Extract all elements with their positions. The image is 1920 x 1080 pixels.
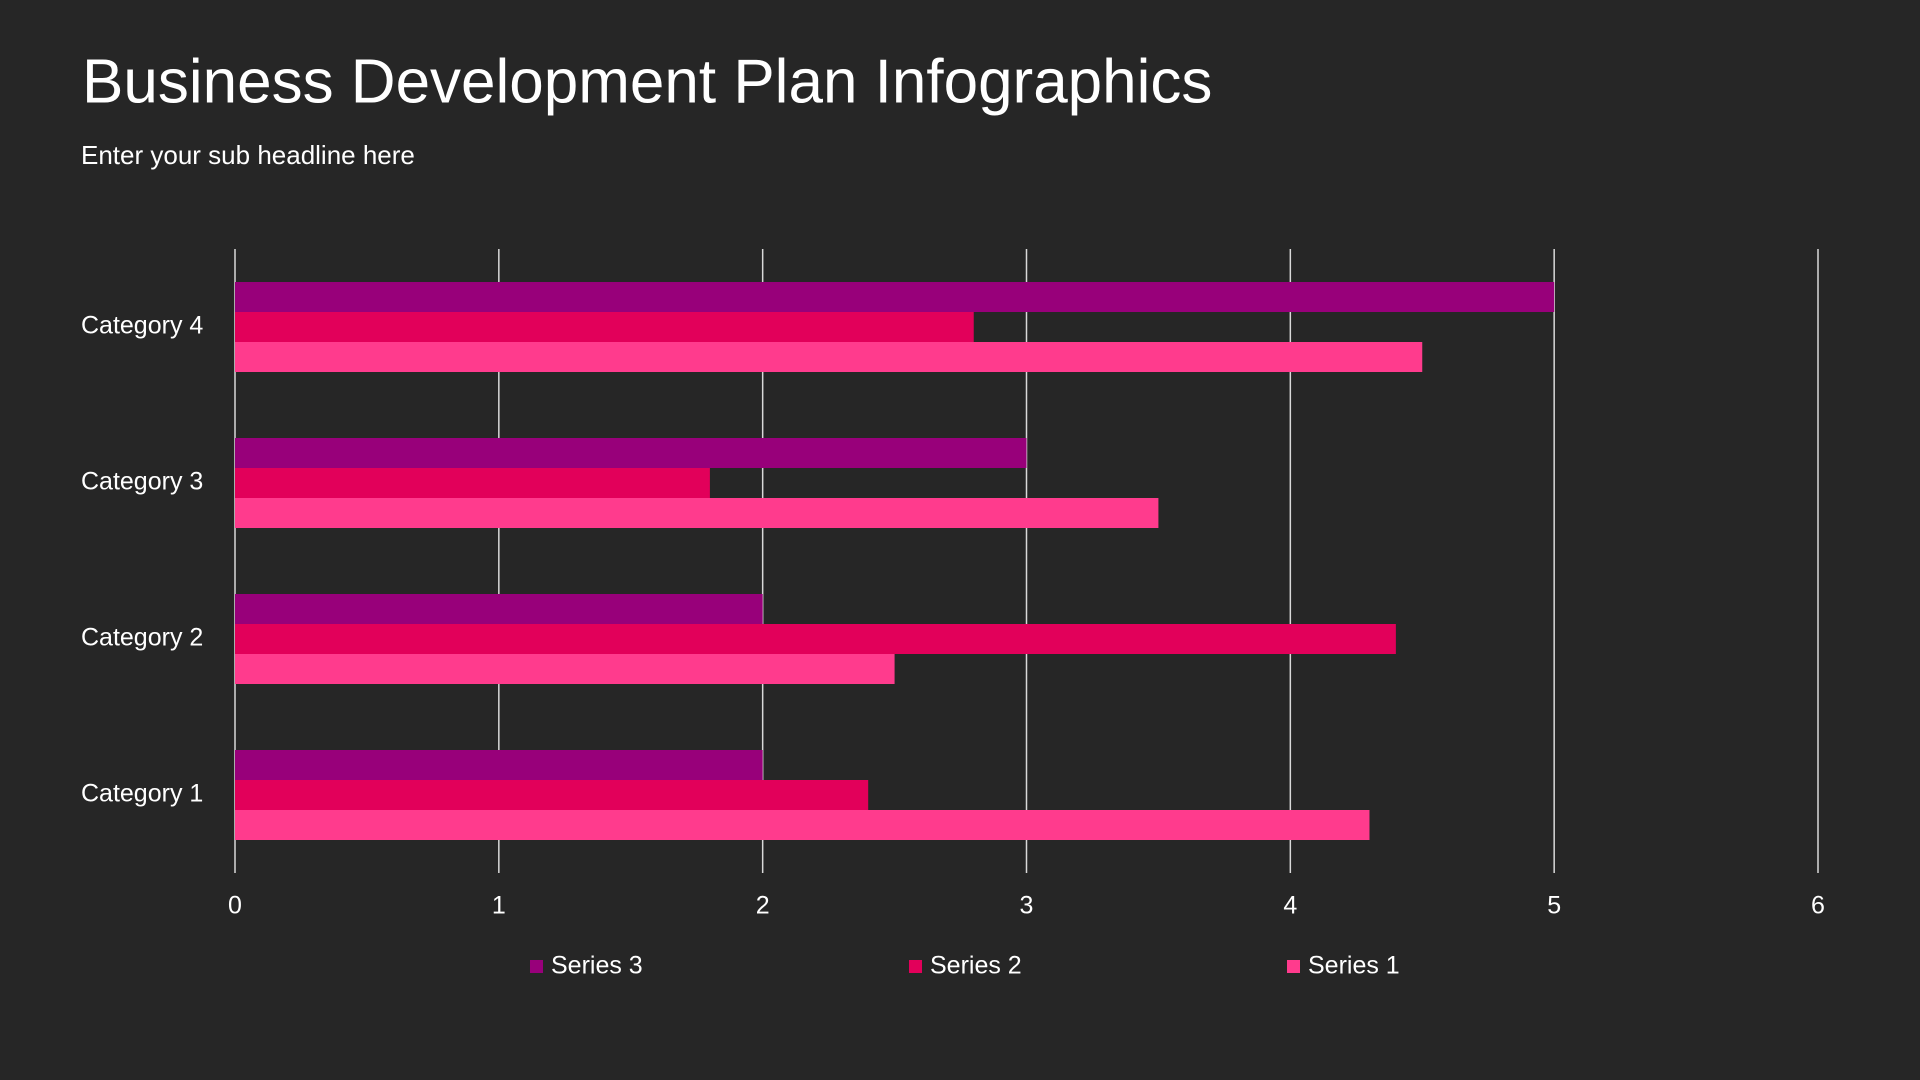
x-tick-label: 0	[228, 892, 242, 920]
y-tick-label: Category 3	[81, 468, 203, 496]
bar	[235, 624, 1396, 654]
bar	[235, 498, 1159, 528]
x-tick-label: 6	[1811, 892, 1825, 920]
bar	[235, 780, 869, 810]
x-tick-label: 2	[756, 892, 770, 920]
legend-label: Series 2	[930, 952, 1022, 980]
bar	[235, 810, 1370, 840]
bar	[235, 750, 763, 780]
chart-title: Business Development Plan Infographics	[82, 47, 1212, 116]
y-tick-label: Category 4	[81, 312, 203, 340]
bar	[235, 468, 710, 498]
bar	[235, 312, 974, 342]
x-tick-label: 3	[1020, 892, 1034, 920]
legend-label: Series 1	[1308, 952, 1400, 980]
x-tick-label: 5	[1547, 892, 1561, 920]
bar	[235, 594, 763, 624]
bar	[235, 654, 895, 684]
x-tick-label: 1	[492, 892, 506, 920]
legend-swatch	[1287, 960, 1300, 973]
legend-label: Series 3	[551, 952, 643, 980]
y-tick-label: Category 1	[81, 780, 203, 808]
x-tick-label: 4	[1283, 892, 1297, 920]
bar	[235, 438, 1027, 468]
chart-subtitle: Enter your sub headline here	[81, 140, 415, 170]
legend-swatch	[909, 960, 922, 973]
y-tick-label: Category 2	[81, 624, 203, 652]
bar	[235, 282, 1555, 312]
legend-swatch	[530, 960, 543, 973]
bar	[235, 342, 1423, 372]
